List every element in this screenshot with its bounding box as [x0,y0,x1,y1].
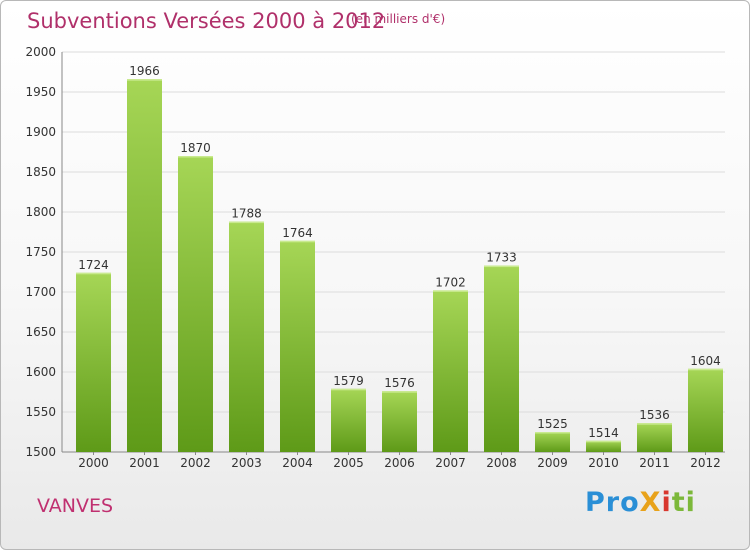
x-tick-label: 2003 [231,456,262,470]
chart-subtitle: (en milliers d'€) [351,12,446,26]
bar-highlight [688,368,723,371]
bar-value-label: 1702 [435,275,466,289]
bar-value-label: 1525 [537,417,568,431]
x-tick-label: 2012 [690,456,721,470]
x-tick-label: 2008 [486,456,517,470]
bar [433,290,468,452]
bar-value-label: 1579 [333,374,364,388]
bar [229,221,264,452]
bar-highlight [178,156,213,158]
commune-name: VANVES [37,495,114,517]
bar-highlight [127,79,162,81]
chart-title: Subventions Versées 2000 à 2012 [27,9,386,33]
bar [586,440,621,452]
x-tick-label: 2002 [180,456,211,470]
bar [382,391,417,452]
y-tick-label: 1850 [25,165,56,179]
y-tick-label: 1700 [25,285,56,299]
bar-value-label: 1733 [486,251,517,265]
bar-highlight [484,265,519,268]
bar-highlight [433,290,468,292]
bar [178,156,213,452]
bar-highlight [637,423,672,425]
bar [127,79,162,452]
x-tick-label: 2011 [639,456,670,470]
bar-value-label: 1764 [282,226,313,240]
x-tick-label: 2001 [129,456,160,470]
bar-highlight [382,391,417,393]
y-tick-label: 1600 [25,365,56,379]
bar-highlight [229,221,264,224]
bar-highlight [535,432,570,434]
bar-value-label: 1966 [129,64,160,78]
y-tick-label: 1550 [25,405,56,419]
x-tick-label: 2007 [435,456,466,470]
bar-highlight [76,272,111,275]
x-tick-label: 2006 [384,456,415,470]
bar [280,240,315,452]
y-tick-label: 1750 [25,245,56,259]
x-tick-label: 2010 [588,456,619,470]
y-tick-label: 1950 [25,85,56,99]
y-tick-label: 2000 [25,45,56,59]
bar-highlight [280,240,315,243]
bar [484,265,519,452]
bar-value-label: 1536 [639,408,670,422]
x-tick-label: 2005 [333,456,364,470]
x-tick-label: 2000 [78,456,109,470]
x-tick-label: 2004 [282,456,313,470]
bar-value-label: 1576 [384,376,415,390]
y-tick-label: 1650 [25,325,56,339]
y-tick-label: 1900 [25,125,56,139]
bar-value-label: 1604 [690,354,721,368]
bar [535,432,570,452]
bar-value-label: 1724 [78,258,109,272]
bar [688,368,723,452]
bar-highlight [586,440,621,443]
y-tick-label: 1800 [25,205,56,219]
bar-value-label: 1514 [588,426,619,440]
x-tick-label: 2009 [537,456,568,470]
proxiti-logo[interactable]: ProXiti [585,487,696,518]
y-tick-label: 1500 [25,445,56,459]
bar [331,388,366,452]
bar-value-label: 1788 [231,207,262,221]
bar [76,272,111,452]
bar [637,423,672,452]
bar-value-label: 1870 [180,141,211,155]
bar-highlight [331,388,366,391]
